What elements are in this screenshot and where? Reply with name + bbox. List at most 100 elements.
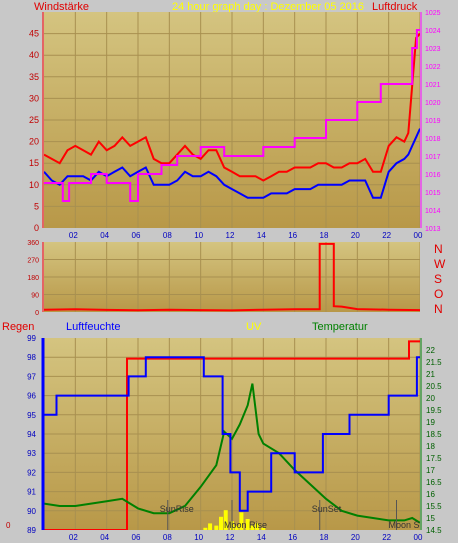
x-tick-label: 02	[69, 533, 78, 542]
y2-tick-label: 18.5	[426, 430, 442, 439]
compass-o: O	[434, 287, 444, 301]
rain-zero-label: 0	[6, 521, 11, 530]
y2-tick-label: 15	[426, 514, 435, 523]
x-tick-label: 20	[351, 231, 360, 240]
x-tick-label: 18	[320, 533, 329, 542]
x-tick-label: 16	[288, 231, 297, 240]
compass-n-bottom: N	[434, 302, 443, 316]
y-tick-label: 0	[34, 223, 39, 233]
y-tick-label: 270	[27, 258, 39, 265]
x-tick-label: 04	[100, 231, 109, 240]
x-tick-label: 00	[414, 231, 423, 240]
y-tick-label: 89	[27, 526, 36, 535]
y2-tick-label: 1020	[425, 100, 441, 107]
uv-bar	[261, 527, 266, 530]
x-tick-label: 06	[132, 533, 141, 542]
luftdruck-label: Luftdruck	[372, 1, 418, 13]
x-tick-label: 10	[194, 533, 203, 542]
y-tick-label: 180	[27, 275, 39, 282]
uv-label: UV	[246, 321, 262, 333]
y-tick-label: 35	[29, 72, 39, 82]
regen-label: Regen	[2, 321, 35, 333]
y-tick-label: 0	[35, 310, 39, 317]
y-tick-label: 90	[31, 293, 39, 300]
uv-bar	[245, 519, 250, 530]
y-tick-label: 97	[27, 372, 36, 381]
uv-bar	[223, 510, 228, 530]
y2-tick-label: 19	[426, 418, 435, 427]
astro-label: SunRise	[160, 504, 194, 514]
uv-bar	[208, 523, 213, 530]
y2-tick-label: 17.5	[426, 454, 442, 463]
y2-tick-label: 21	[426, 370, 435, 379]
x-tick-label: 08	[163, 231, 172, 240]
uv-bar	[255, 523, 260, 530]
wind-avg-line	[44, 128, 420, 199]
wind-direction-line	[44, 242, 420, 312]
x-tick-label: 18	[320, 231, 329, 240]
x-tick-label: 12	[226, 533, 235, 542]
y2-tick-label: 1022	[425, 64, 441, 71]
x-tick-label: 08	[163, 533, 172, 542]
y2-tick-label: 1014	[425, 208, 441, 215]
y2-tick-label: 19.5	[426, 406, 442, 415]
compass-s: S	[434, 272, 443, 286]
wind-gust-line	[44, 32, 420, 182]
windstaerke-label: Windstärke	[34, 1, 90, 13]
y-tick-label: 93	[27, 449, 36, 458]
uv-bar	[234, 525, 239, 530]
y-tick-label: 10	[29, 180, 39, 190]
x-tick-label: 16	[288, 533, 297, 542]
luftfeuchte-label: Luftfeuchte	[66, 321, 121, 333]
wind-pressure-plot	[44, 12, 420, 228]
temperatur-label: Temperatur	[312, 321, 368, 333]
y2-tick-label: 1023	[425, 46, 441, 53]
uv-bar	[214, 525, 219, 530]
y-tick-label: 20	[29, 137, 39, 147]
x-tick-label: 22	[382, 231, 391, 240]
astro-label: Moon Rise	[224, 520, 267, 530]
astro-label: Moon Set	[389, 520, 421, 530]
y-tick-label: 92	[27, 468, 36, 477]
y2-tick-label: 17	[426, 466, 435, 475]
x-tick-label: 02	[69, 231, 78, 240]
y-tick-label: 96	[27, 392, 36, 401]
humidity-line	[44, 356, 420, 512]
y-tick-label: 98	[27, 353, 36, 362]
x-tick-label: 20	[351, 533, 360, 542]
temperature-line	[44, 383, 420, 524]
y2-tick-label: 1016	[425, 172, 441, 179]
x-tick-label: 00	[414, 533, 423, 542]
rain-line	[44, 340, 420, 530]
y2-tick-label: 1017	[425, 154, 441, 161]
uv-bar	[239, 512, 244, 530]
y2-tick-label: 18	[426, 442, 435, 451]
y2-tick-label: 1024	[425, 28, 441, 35]
x-tick-label: 10	[194, 231, 203, 240]
y-tick-label: 45	[29, 29, 39, 39]
y2-tick-label: 14.5	[426, 526, 442, 535]
x-tick-label: 14	[257, 231, 266, 240]
rain-humidity-uv-temp-plot: SunRise Moon Rise SunSet Moon Set	[44, 338, 420, 530]
y2-tick-label: 16	[426, 490, 435, 499]
x-tick-label: 12	[226, 231, 235, 240]
y2-tick-label: 21.5	[426, 358, 442, 367]
y2-tick-label: 1019	[425, 118, 441, 125]
y-tick-label: 91	[27, 488, 36, 497]
pressure-line	[44, 29, 420, 202]
x-tick-label: 04	[100, 533, 109, 542]
uv-bar	[219, 516, 224, 530]
y-tick-label: 5	[34, 201, 39, 211]
y-tick-label: 90	[27, 507, 36, 516]
y-tick-label: 94	[27, 430, 36, 439]
compass-n-top: N	[434, 242, 443, 256]
y2-tick-label: 22	[426, 346, 435, 355]
y2-tick-label: 1025	[425, 10, 441, 17]
y2-tick-label: 1013	[425, 226, 441, 233]
graph-title: 24 hour graph day : Dezember 05 2016	[172, 1, 365, 13]
y-tick-label: 95	[27, 411, 36, 420]
y2-tick-label: 20.5	[426, 382, 442, 391]
astro-label: SunSet	[312, 504, 342, 514]
y2-tick-label: 1021	[425, 82, 441, 89]
